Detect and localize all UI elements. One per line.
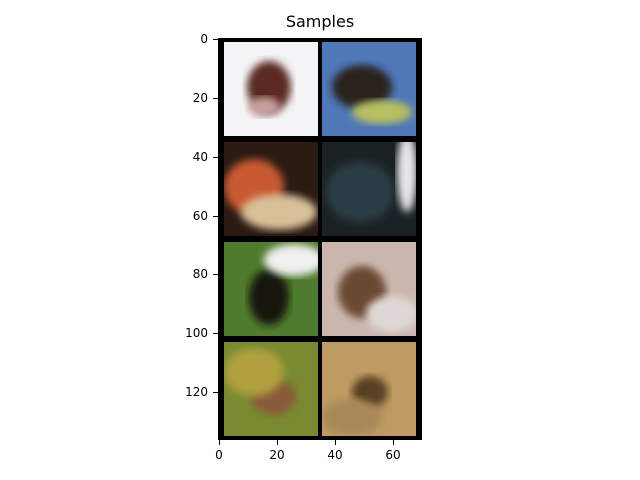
y-tick-mark xyxy=(213,216,218,217)
y-tick-label: 100 xyxy=(185,326,208,340)
sample-image-4 xyxy=(322,142,416,236)
y-tick-label: 40 xyxy=(192,150,208,164)
y-tick-mark xyxy=(213,392,218,393)
image-blob xyxy=(352,100,412,124)
sample-image-2 xyxy=(322,42,416,136)
x-tick-label: 40 xyxy=(327,448,343,462)
image-blob xyxy=(241,194,317,230)
sample-image-3 xyxy=(224,142,318,236)
sample-image-7 xyxy=(224,342,318,436)
y-tick-mark xyxy=(213,274,218,275)
y-tick-label: 60 xyxy=(192,209,208,223)
image-blob xyxy=(224,348,284,396)
y-tick-mark xyxy=(213,98,218,99)
image-blob xyxy=(322,399,382,435)
x-tick-label: 60 xyxy=(385,448,401,462)
sample-image-8 xyxy=(322,342,416,436)
x-tick-mark xyxy=(393,440,394,445)
x-tick-mark xyxy=(277,440,278,445)
x-tick-mark xyxy=(219,440,220,445)
sample-image-1 xyxy=(224,42,318,136)
image-blob xyxy=(397,142,416,212)
x-tick-label: 20 xyxy=(269,448,285,462)
y-tick-label: 120 xyxy=(185,385,208,399)
x-tick-mark xyxy=(335,440,336,445)
y-tick-label: 0 xyxy=(200,32,208,46)
image-blob xyxy=(249,269,289,325)
image-blob xyxy=(248,97,280,117)
y-tick-mark xyxy=(213,333,218,334)
figure-title: Samples xyxy=(285,12,355,31)
image-blob xyxy=(326,162,394,222)
y-tick-mark xyxy=(213,157,218,158)
image-blob xyxy=(332,65,392,109)
image-grid xyxy=(218,38,422,440)
y-tick-mark xyxy=(213,39,218,40)
sample-image-6 xyxy=(322,242,416,336)
image-blob xyxy=(264,244,318,276)
sample-image-5 xyxy=(224,242,318,336)
image-blob xyxy=(366,296,416,332)
y-tick-label: 80 xyxy=(192,267,208,281)
y-tick-label: 20 xyxy=(192,91,208,105)
x-tick-label: 0 xyxy=(215,448,223,462)
